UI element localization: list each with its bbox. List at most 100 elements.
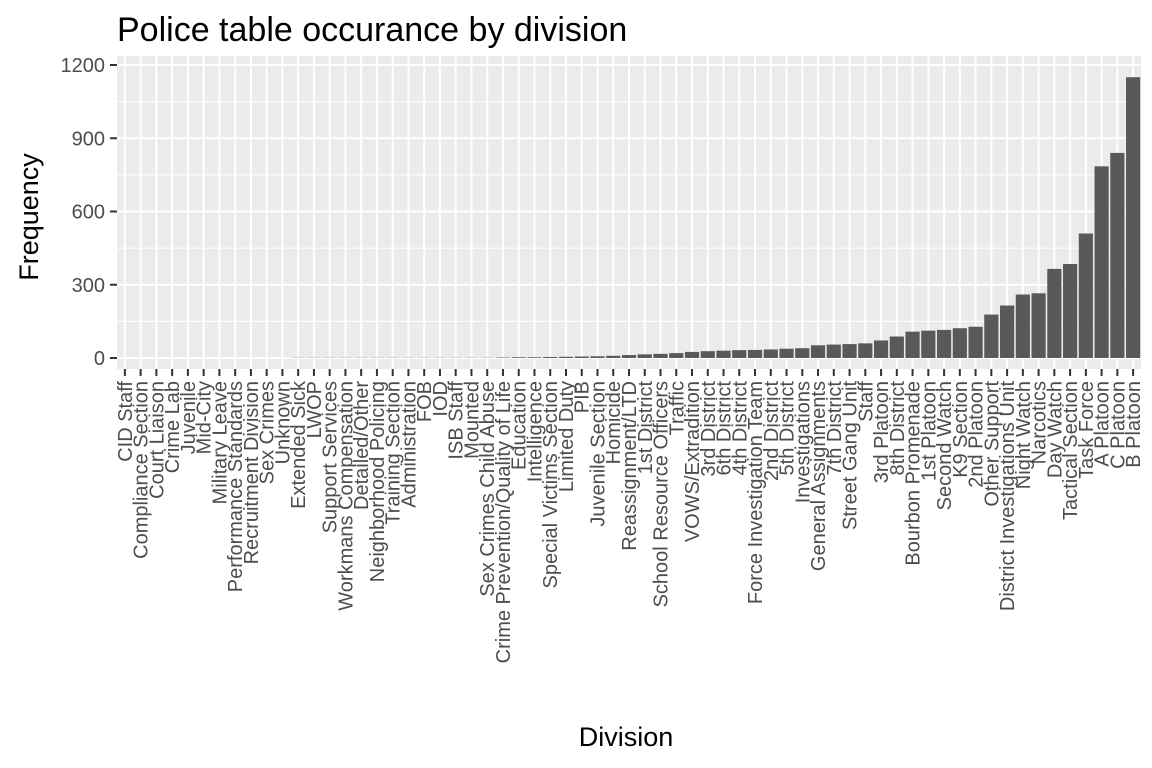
bar xyxy=(1031,293,1046,358)
x-tick-label: Compliance Section xyxy=(131,381,153,559)
x-tick-label: 4th District xyxy=(729,381,751,476)
x-tick-label: School Resource Officers xyxy=(651,381,673,607)
x-tick-label: 5th District xyxy=(777,381,799,476)
bar xyxy=(858,343,873,358)
x-tick-label: 7th District xyxy=(824,381,846,476)
x-tick-label: Juvenile Section xyxy=(587,381,609,527)
bar xyxy=(826,344,841,358)
x-tick-label: 1st Platoon xyxy=(918,381,940,481)
x-tick-label: Unknown xyxy=(272,381,294,464)
x-tick-label: Narcotics xyxy=(1029,381,1051,464)
x-tick-label: Military Leave xyxy=(209,381,231,504)
x-tick-label: Mid-City xyxy=(194,381,216,454)
x-tick-label: Second Watch xyxy=(934,381,956,510)
y-tick-label: 600 xyxy=(72,202,105,224)
x-tick-label: Homicide xyxy=(603,381,625,464)
chart-title: Police table occurance by division xyxy=(117,11,627,49)
x-tick-label: District Investigations Unit xyxy=(997,381,1019,612)
bar xyxy=(669,353,684,358)
x-axis-title: Division xyxy=(579,722,674,752)
bar xyxy=(889,336,904,358)
bar xyxy=(747,349,763,358)
x-tick-label: B Platoon xyxy=(1123,381,1145,468)
y-tick-label: 0 xyxy=(94,348,105,370)
x-tick-label: Other Support xyxy=(981,381,1003,507)
x-tick-label: Street Gang Unit xyxy=(840,381,862,530)
bar xyxy=(1078,233,1093,358)
x-tick-label: ISB Staff xyxy=(446,381,468,460)
bar xyxy=(921,330,936,358)
x-tick-label: Support Services xyxy=(320,381,342,533)
bar xyxy=(700,351,715,358)
x-tick-label: Sex Crimes xyxy=(257,381,279,484)
x-tick-label: Administration xyxy=(398,381,420,508)
x-tick-label: Performance Standards xyxy=(225,381,247,592)
bar xyxy=(1047,268,1062,358)
x-tick-label: Training Section xyxy=(383,381,405,525)
bar xyxy=(527,357,542,358)
x-tick-label: Special Victims Section xyxy=(540,381,562,589)
x-tick-label: Limited Duty xyxy=(556,381,578,492)
x-tick-label: C Platoon xyxy=(1107,381,1129,469)
x-tick-label: IOD xyxy=(430,381,452,417)
x-tick-label: Mounted xyxy=(461,381,483,459)
bar xyxy=(936,329,952,358)
x-tick-label: Crime Prevention/Quality of Life xyxy=(493,381,515,663)
bar xyxy=(952,328,967,358)
y-tick-label: 900 xyxy=(72,128,105,150)
x-tick-label: K9 Section xyxy=(950,381,972,478)
y-axis-title: Frequency xyxy=(14,153,44,281)
x-tick-label: Staff xyxy=(855,381,877,422)
x-tick-label: PIB xyxy=(572,381,594,413)
bar xyxy=(1015,294,1030,358)
x-tick-label: Detailed/Other xyxy=(351,381,373,510)
x-tick-label: Crime Lab xyxy=(162,381,184,473)
x-tick-label: Juvenile xyxy=(178,381,200,454)
y-tick-label: 300 xyxy=(72,275,105,297)
bar xyxy=(842,344,857,358)
bars xyxy=(291,77,1141,358)
x-tick-label: Day Watch xyxy=(1044,381,1066,478)
bar xyxy=(653,353,668,358)
bar xyxy=(716,350,731,358)
y-tick-label: 1200 xyxy=(61,55,106,77)
x-tick-label: Reassignment/LTD xyxy=(619,381,641,551)
bar xyxy=(637,354,652,358)
bar xyxy=(873,340,889,358)
x-tick-label: Workmans Compensation xyxy=(335,381,357,611)
x-tick-label: Extended Sick xyxy=(288,380,310,509)
x-tick-label: Force Investigation Team xyxy=(745,381,767,604)
bar xyxy=(621,355,637,358)
x-tick-label: General Assignments xyxy=(808,381,830,571)
bar xyxy=(984,314,999,358)
bar xyxy=(732,350,747,358)
x-tick-label: 8th District xyxy=(887,381,909,476)
x-tick-label: Bourbon Promenade xyxy=(903,381,925,566)
x-tick-label: Task Force xyxy=(1076,381,1098,479)
x-tick-label: Night Watch xyxy=(1013,381,1035,489)
bar xyxy=(511,357,526,358)
bar xyxy=(779,348,794,358)
x-tick-label: 3rd Platoon xyxy=(871,381,893,483)
x-tick-label: Education xyxy=(509,381,531,470)
x-tick-label: CID Staff xyxy=(115,381,137,462)
x-tick-label: Intelligence xyxy=(524,381,546,482)
bar xyxy=(1126,77,1141,358)
bar xyxy=(905,331,920,358)
x-tick-label: FOB xyxy=(414,381,436,422)
x-tick-label: Investigations xyxy=(792,381,814,503)
y-axis: 0 300 600 900 1200 xyxy=(61,55,117,370)
x-tick-label: LWOP xyxy=(304,381,326,438)
x-tick-label: Neighborhood Policing xyxy=(367,381,389,582)
bar xyxy=(1063,263,1078,358)
bar xyxy=(1094,166,1109,358)
bar xyxy=(684,351,700,358)
bar xyxy=(574,356,589,358)
bar xyxy=(543,357,558,358)
x-tick-label: 2nd District xyxy=(761,381,783,481)
bar xyxy=(606,355,621,358)
bar xyxy=(590,356,605,358)
bar xyxy=(795,348,810,358)
